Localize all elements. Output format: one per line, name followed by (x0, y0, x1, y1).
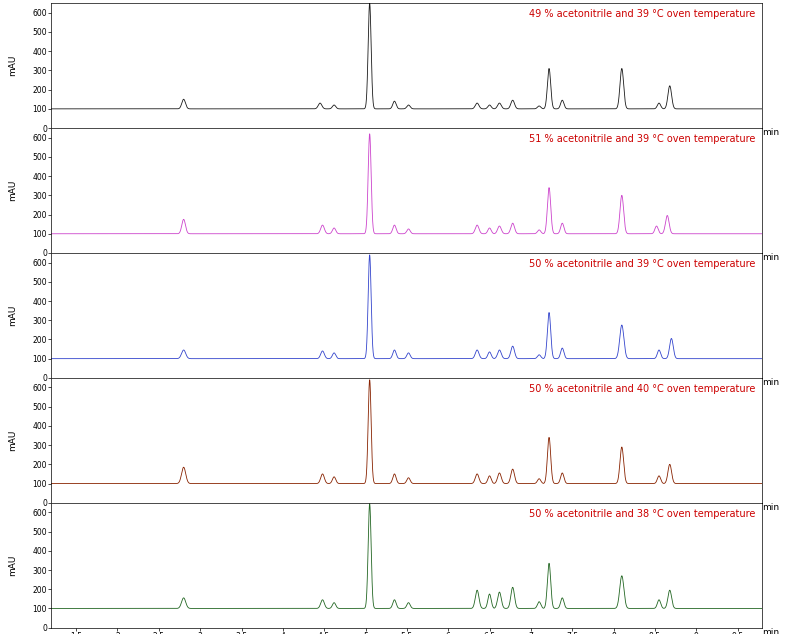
Text: mAU: mAU (8, 555, 17, 576)
Text: mAU: mAU (8, 305, 17, 326)
Text: min: min (762, 378, 780, 387)
Text: min: min (762, 628, 780, 634)
Text: 50 % acetonitrile and 38 °C oven temperature: 50 % acetonitrile and 38 °C oven tempera… (529, 509, 755, 519)
Text: min: min (762, 503, 780, 512)
Text: min: min (762, 253, 780, 262)
Text: min: min (762, 128, 780, 137)
Text: mAU: mAU (8, 180, 17, 201)
Text: mAU: mAU (8, 55, 17, 76)
Text: 51 % acetonitrile and 39 °C oven temperature: 51 % acetonitrile and 39 °C oven tempera… (529, 134, 755, 145)
Text: mAU: mAU (8, 430, 17, 451)
Text: mAU: mAU (20, 0, 41, 1)
Text: 50 % acetonitrile and 39 °C oven temperature: 50 % acetonitrile and 39 °C oven tempera… (529, 259, 755, 269)
Text: 50 % acetonitrile and 40 °C oven temperature: 50 % acetonitrile and 40 °C oven tempera… (529, 384, 755, 394)
Text: 49 % acetonitrile and 39 °C oven temperature: 49 % acetonitrile and 39 °C oven tempera… (529, 10, 755, 20)
